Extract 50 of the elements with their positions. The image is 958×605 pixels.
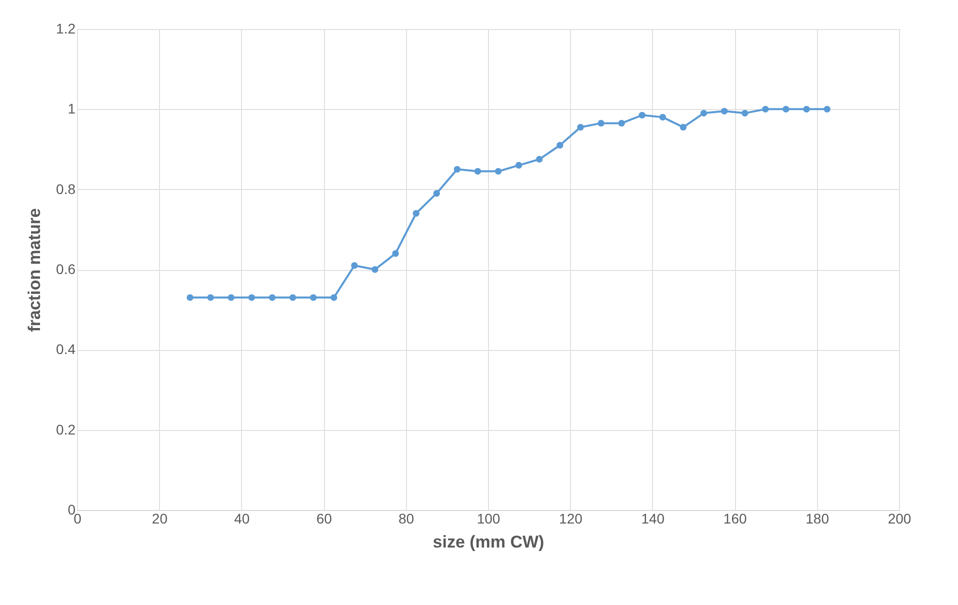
x-tick-label: 160 — [723, 510, 747, 526]
y-tick-label: 1 — [68, 100, 76, 117]
point — [330, 294, 338, 301]
point — [372, 266, 378, 273]
point — [515, 162, 522, 169]
x-tick-label: 20 — [152, 510, 168, 526]
point — [577, 124, 584, 131]
x-tick-label: 200 — [888, 510, 912, 526]
point — [248, 294, 256, 301]
point — [762, 106, 769, 113]
x-tick-label: 100 — [476, 510, 500, 526]
point — [742, 110, 748, 117]
point — [598, 120, 604, 127]
y-tick-label: 0.6 — [56, 261, 76, 277]
point — [803, 106, 810, 113]
point — [310, 294, 317, 301]
point — [474, 168, 482, 175]
point — [536, 156, 543, 163]
x-tick-label: 140 — [641, 510, 665, 526]
x-tick-label: 180 — [806, 510, 830, 526]
y-axis-title: fraction mature — [25, 208, 44, 332]
point — [824, 106, 830, 113]
x-tick-label: 120 — [559, 510, 583, 526]
point — [494, 168, 502, 175]
point — [412, 210, 420, 217]
point — [782, 106, 790, 113]
x-tick-label: 80 — [398, 510, 414, 526]
x-tick-label: 40 — [234, 510, 250, 526]
point — [618, 120, 625, 127]
x-tick-label: 60 — [316, 510, 332, 526]
point — [268, 294, 276, 301]
point — [659, 114, 666, 121]
x-axis-title: size (mm CW) — [432, 532, 544, 552]
point — [207, 294, 214, 301]
point — [228, 294, 234, 301]
point — [556, 142, 564, 149]
y-tick-label: 0.4 — [56, 341, 76, 358]
y-tick-label: 0.2 — [56, 421, 76, 438]
point — [186, 294, 194, 301]
y-tick-label: 0.8 — [56, 180, 76, 197]
point — [700, 110, 708, 117]
point — [454, 166, 461, 173]
point — [720, 108, 728, 115]
point — [680, 124, 687, 131]
point — [351, 262, 358, 269]
point — [433, 190, 440, 197]
y-tick-label: 1.2 — [56, 20, 76, 36]
point — [392, 250, 399, 257]
point — [638, 112, 646, 119]
point — [289, 294, 296, 301]
